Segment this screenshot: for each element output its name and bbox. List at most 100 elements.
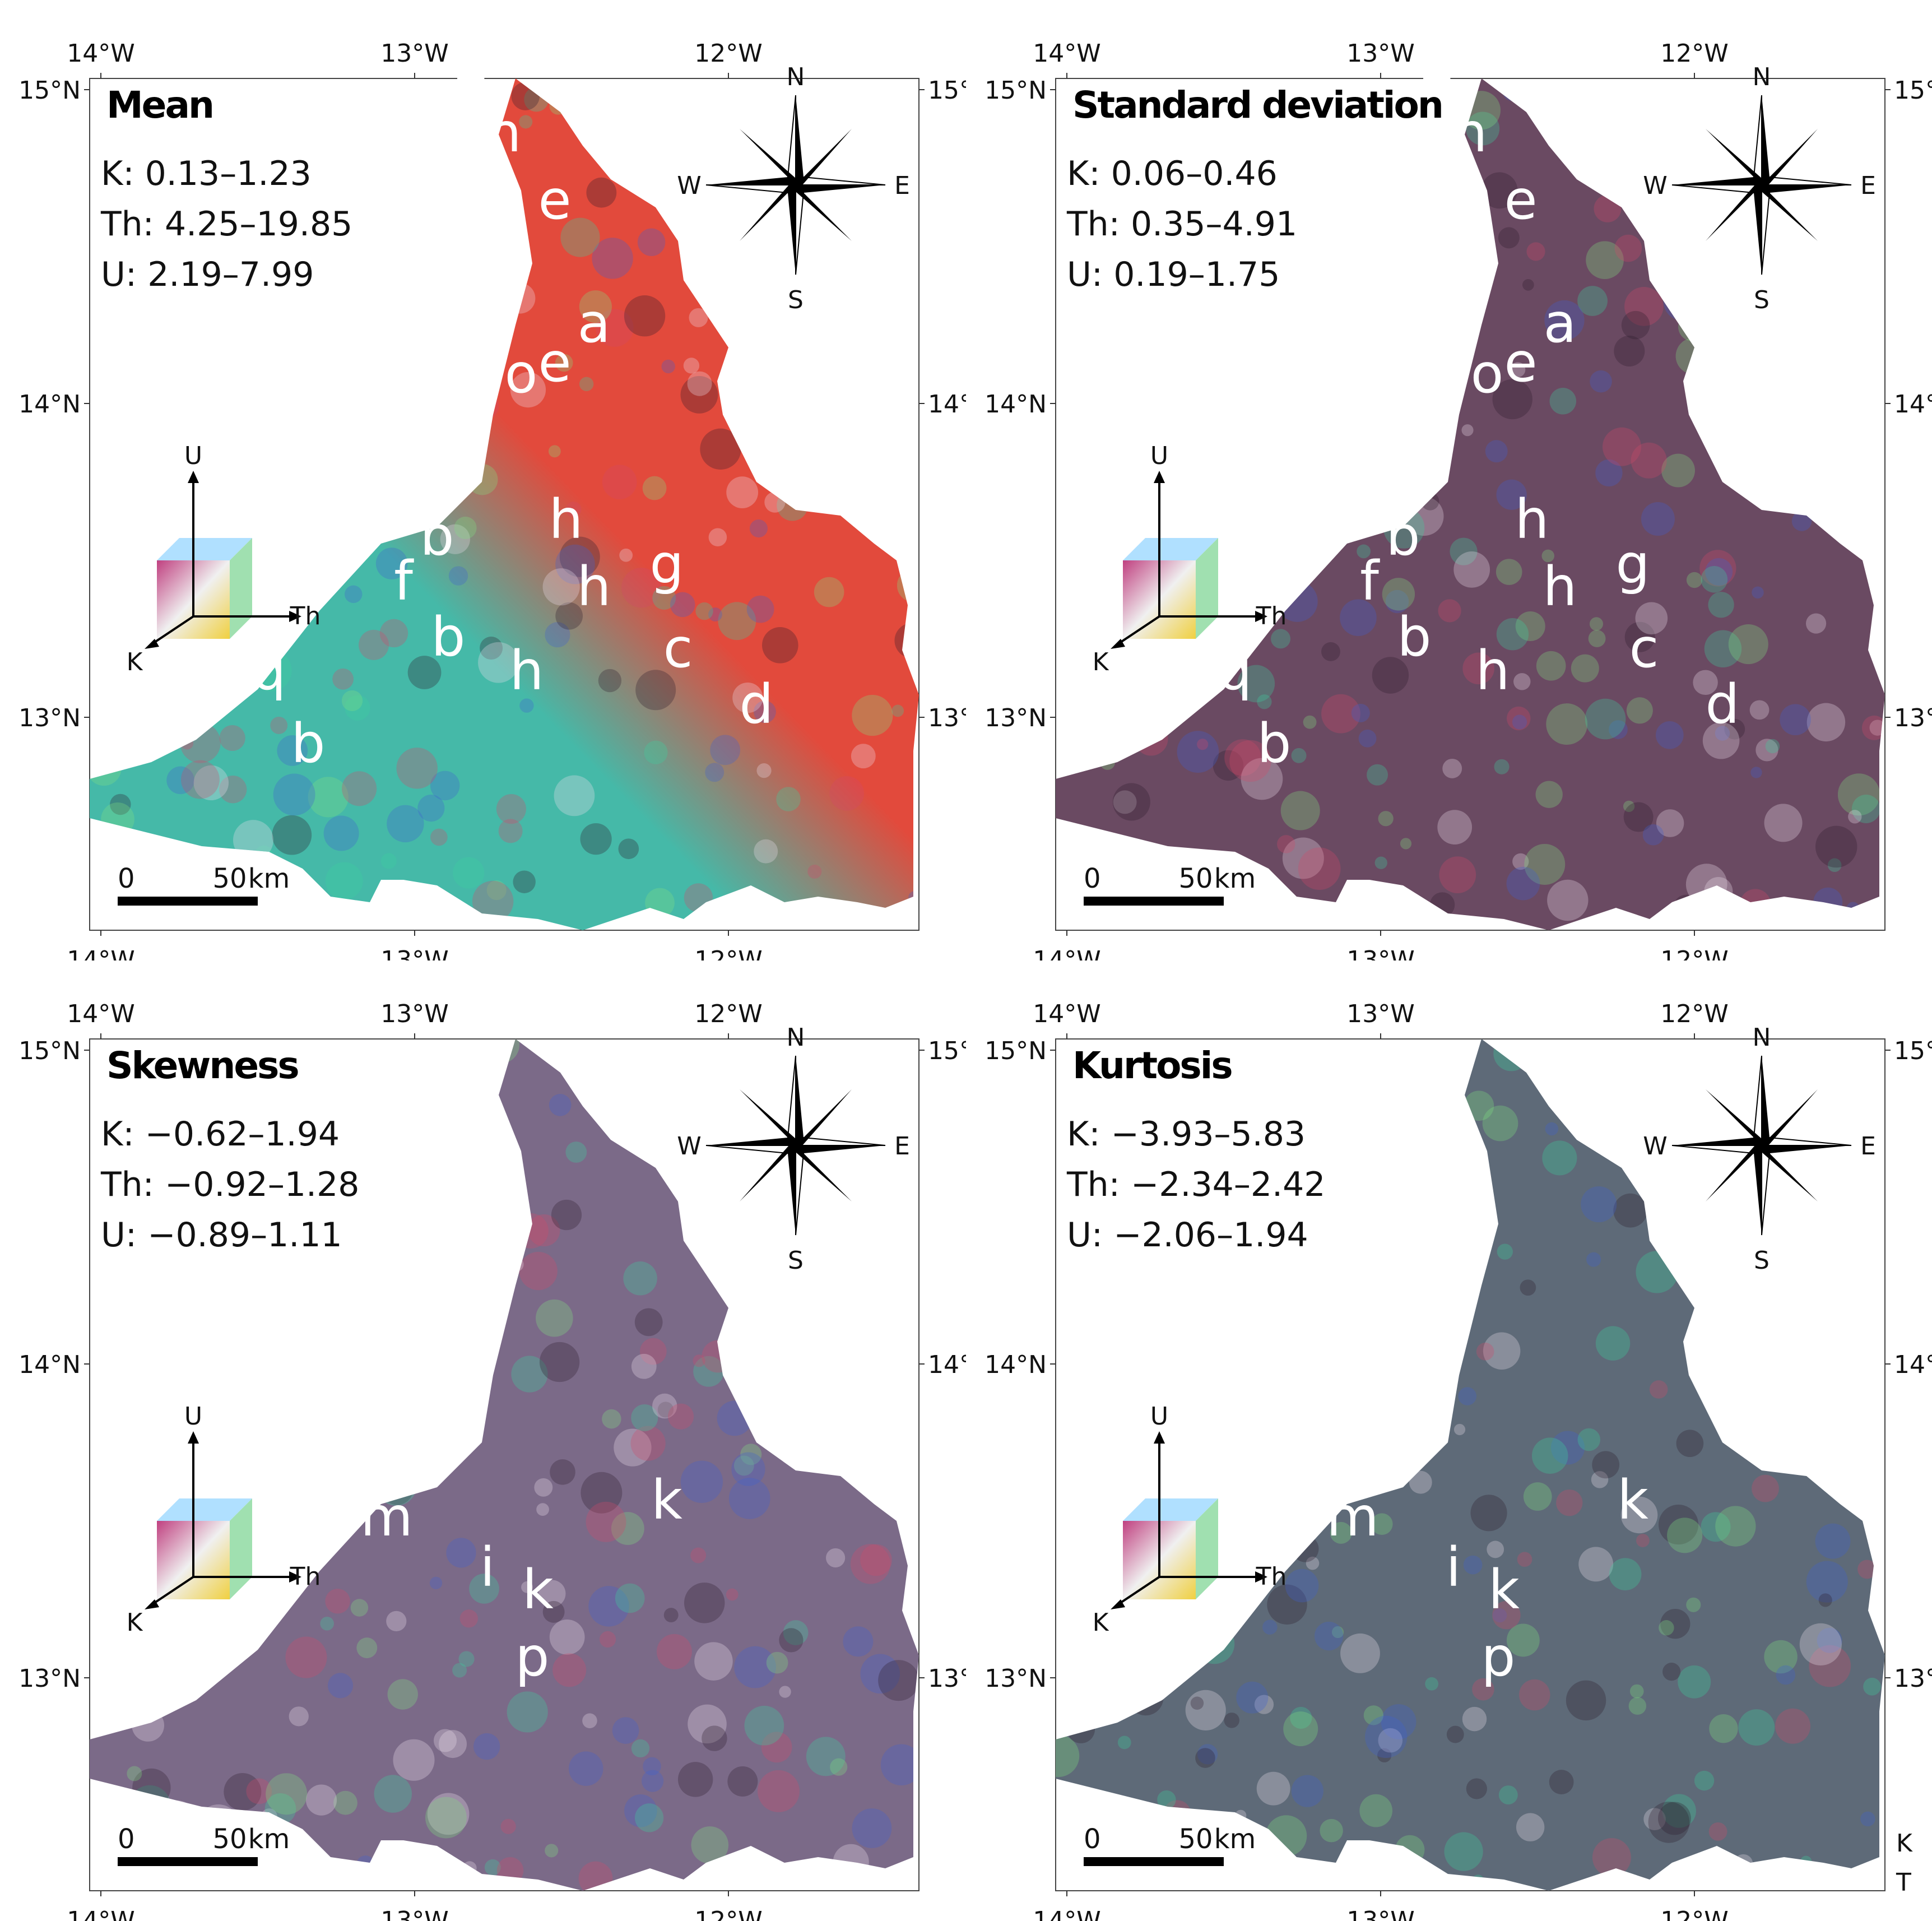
lon-tick-label: 12°W bbox=[1660, 1000, 1729, 1028]
lon-tick-label: 13°W bbox=[380, 946, 449, 960]
lon-tick-label: 14°W bbox=[1033, 39, 1101, 68]
lon-tick-label: 13°W bbox=[380, 1000, 449, 1028]
compass-label-s: S bbox=[788, 286, 804, 314]
map-panel-standard-deviation: 14°W 14°W 13°W 13°W 12°W 12°W 15°N 15°N 14°N 14°N… bbox=[984, 39, 1932, 960]
study-region bbox=[90, 1039, 919, 1891]
map-annotation-label: b bbox=[1386, 505, 1420, 568]
lon-tick-label: 14°W bbox=[67, 39, 135, 68]
lat-tick-label-right: 13°N bbox=[1894, 1664, 1932, 1693]
scale-bar: 0 50 km bbox=[1084, 863, 1256, 906]
lon-tick-label: 13°W bbox=[380, 39, 449, 68]
legend-axis-th: Th bbox=[1256, 602, 1287, 630]
map-annotation-label: b bbox=[1257, 712, 1292, 775]
map-annotation-label: j bbox=[272, 1441, 288, 1504]
study-region bbox=[90, 78, 919, 930]
scale-start: 0 bbox=[1084, 863, 1101, 894]
study-region bbox=[1056, 78, 1885, 930]
map-annotation-label: i bbox=[480, 1536, 495, 1599]
map-annotation-label: j bbox=[305, 1491, 322, 1554]
map-annotation-label: k bbox=[522, 1558, 554, 1621]
lat-tick-label-left: 13°N bbox=[984, 1664, 1047, 1693]
map-annotation-label: o bbox=[505, 342, 538, 405]
compass-label-w: W bbox=[1643, 1132, 1668, 1161]
legend-axis-k: K bbox=[127, 1608, 143, 1637]
lat-tick-label-left: 15°N bbox=[984, 76, 1047, 105]
lat-tick-label-left: 13°N bbox=[18, 1664, 81, 1693]
lon-tick-label: 14°W bbox=[67, 946, 135, 960]
lon-tick-label: 12°W bbox=[1660, 946, 1729, 960]
lat-tick-label-right: 15°N bbox=[1894, 76, 1932, 105]
element-range-0: K: 0.13–1.23 bbox=[101, 154, 312, 193]
map-annotation-label: g bbox=[1616, 533, 1650, 596]
map-annotation-label: h bbox=[1543, 555, 1577, 618]
lon-tick-label: 12°W bbox=[694, 946, 763, 960]
element-range-1: Th: 4.25–19.85 bbox=[100, 205, 352, 244]
panel-title: Kurtosis bbox=[1072, 1044, 1232, 1087]
element-range-1: Th: −2.34–2.42 bbox=[1066, 1165, 1325, 1204]
lon-tick-label: 12°W bbox=[694, 1906, 763, 1921]
map-annotation-label: h bbox=[1515, 488, 1549, 551]
lat-tick-label-right: 14°N bbox=[928, 390, 966, 419]
lon-tick-label: 12°W bbox=[1660, 39, 1729, 68]
map-annotation-label: q bbox=[252, 639, 286, 702]
lat-tick-label-right: 14°N bbox=[928, 1351, 966, 1379]
map-annotation-label: q bbox=[1218, 639, 1252, 702]
lon-tick-label: 13°W bbox=[1346, 1000, 1415, 1028]
rgb-cube-legend: U Th K bbox=[127, 1402, 321, 1637]
lon-tick-label: 14°W bbox=[1033, 1906, 1101, 1921]
element-range-0: K: −3.93–5.83 bbox=[1067, 1115, 1306, 1154]
lat-tick-label-right: 15°N bbox=[1894, 1037, 1932, 1065]
scale-end: 50 bbox=[1178, 863, 1213, 894]
legend-axis-k: K bbox=[1093, 648, 1109, 676]
compass-rose-icon: N S E W bbox=[1643, 1023, 1876, 1275]
panel-title: Standard deviation bbox=[1072, 83, 1442, 127]
element-range-2: U: 0.19–1.75 bbox=[1067, 255, 1280, 294]
rgb-cube-legend: U Th K bbox=[1093, 442, 1287, 676]
panel-title: Mean bbox=[106, 83, 213, 127]
legend-axis-k: K bbox=[127, 648, 143, 676]
legend-axis-u: U bbox=[184, 1402, 202, 1431]
map-annotation-label: p bbox=[515, 1626, 550, 1688]
legend-axis-th: Th bbox=[1256, 1562, 1287, 1591]
rgb-cube-legend: U Th K bbox=[127, 442, 321, 676]
legend-axis-u: U bbox=[1150, 1402, 1168, 1431]
scale-start: 0 bbox=[1084, 1823, 1101, 1855]
compass-label-e: E bbox=[894, 1132, 910, 1161]
compass-label-s: S bbox=[1754, 1246, 1770, 1275]
lat-tick-label-left: 15°N bbox=[18, 1037, 81, 1065]
scale-bar: 0 50 km bbox=[118, 1823, 290, 1866]
compass-rose-icon: N S E W bbox=[1643, 63, 1876, 314]
map-annotation-label: d bbox=[740, 673, 774, 736]
legend-axis-k: K bbox=[1093, 1608, 1109, 1637]
map-annotation-label: k bbox=[1617, 1469, 1648, 1532]
scale-bar: 0 50 km bbox=[1084, 1823, 1256, 1866]
lat-tick-label-right: 14°N bbox=[1894, 390, 1932, 419]
element-range-0: K: 0.06–0.46 bbox=[1067, 154, 1278, 193]
map-annotation-label: f bbox=[1360, 550, 1380, 613]
lon-tick-label: 12°W bbox=[694, 39, 763, 68]
compass-label-s: S bbox=[788, 1246, 804, 1275]
element-range-2: U: 2.19–7.99 bbox=[101, 255, 314, 294]
map-annotation-label: p bbox=[1481, 1626, 1516, 1688]
legend-axis-th: Th bbox=[290, 602, 321, 630]
map-annotation-label: k bbox=[1488, 1558, 1520, 1621]
map-panel-kurtosis: 14°W 14°W 13°W 13°W 12°W 12°W 15°N 15°N 14°N 14°N… bbox=[984, 1000, 1932, 1921]
map-annotation-label: n bbox=[487, 101, 522, 164]
element-range-1: Th: −0.92–1.28 bbox=[100, 1165, 359, 1204]
legend-axis-th: Th bbox=[290, 1562, 321, 1591]
lon-tick-label: 14°W bbox=[1033, 946, 1101, 960]
map-annotation-label: e bbox=[454, 45, 487, 108]
scale-bar: 0 50 km bbox=[118, 863, 290, 906]
map-annotation-label: o bbox=[1471, 342, 1504, 405]
scale-unit: km bbox=[1214, 863, 1256, 894]
map-annotation-label: e bbox=[538, 331, 571, 394]
map-annotation-label: b bbox=[291, 712, 326, 775]
corner-label: T bbox=[1896, 1868, 1911, 1897]
map-annotation-label: g bbox=[650, 533, 684, 596]
map-annotation-label: i bbox=[1446, 1536, 1461, 1599]
lat-tick-label-left: 14°N bbox=[18, 1351, 81, 1379]
lat-tick-label-left: 14°N bbox=[984, 1351, 1047, 1379]
map-annotation-label: j bbox=[1238, 1441, 1254, 1504]
panel-title: Skewness bbox=[106, 1044, 298, 1087]
map-annotation-label: b bbox=[1397, 606, 1432, 669]
